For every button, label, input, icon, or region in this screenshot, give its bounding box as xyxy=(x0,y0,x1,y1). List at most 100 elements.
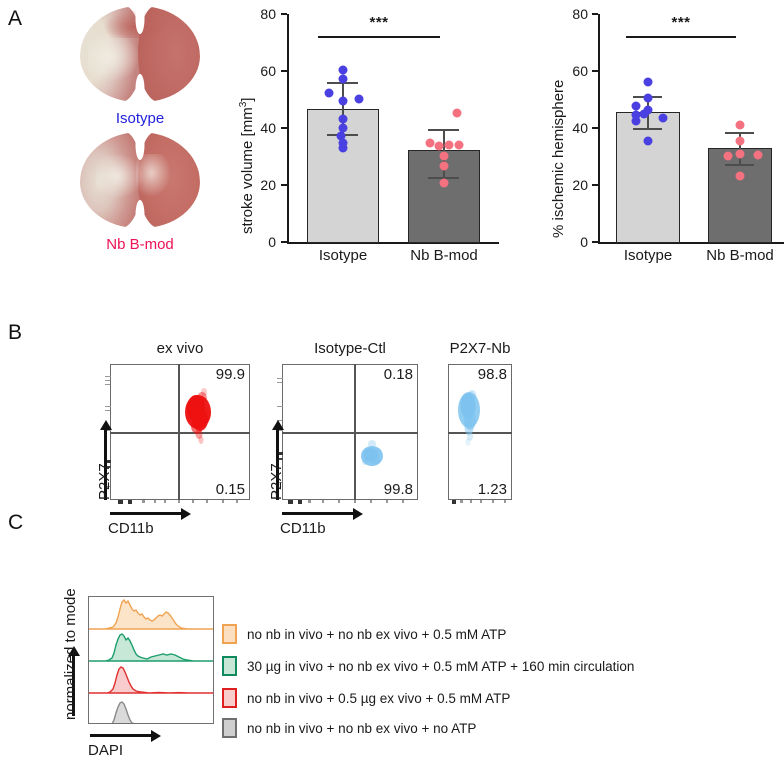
legend-swatch-orange xyxy=(222,624,237,644)
axis-minor-tick xyxy=(142,500,145,503)
axis-minor-tick xyxy=(128,500,132,504)
y-axis xyxy=(598,14,600,243)
data-point xyxy=(723,151,733,161)
data-point xyxy=(338,138,348,148)
error-bar-isotype xyxy=(342,82,344,135)
flow-ylabel-p2x7-1: P2X7 xyxy=(96,463,113,500)
legend-label: 30 µg in vivo + no nb ex vivo + 0.5 mM A… xyxy=(247,658,635,674)
ytick-60 xyxy=(281,70,287,72)
nb-bmod-brain-image xyxy=(80,132,200,228)
axis-minor-tick xyxy=(105,406,111,407)
data-point xyxy=(338,114,348,124)
axis-minor-tick xyxy=(276,452,283,455)
data-point xyxy=(439,161,449,171)
x-axis xyxy=(598,242,784,244)
ytick-label-80: 80 xyxy=(572,6,588,22)
dapi-histogram xyxy=(88,596,214,724)
axis-minor-tick xyxy=(452,500,456,504)
quadrant-label-upper-right: 0.18 xyxy=(383,366,413,383)
axis-minor-tick xyxy=(370,500,372,503)
histogram-xlabel: DAPI xyxy=(88,742,124,759)
normalized-axis-arrow xyxy=(67,646,80,716)
error-cap-nb-lower xyxy=(725,164,754,166)
data-point xyxy=(454,140,464,150)
flow-isotype-ctl-title: Isotype-Ctl xyxy=(314,340,386,357)
axis-minor-tick xyxy=(460,500,463,503)
flow-isotype-ctl-population xyxy=(361,440,383,466)
nb-bmod-brain-label: Nb B-mod xyxy=(106,236,174,253)
data-point xyxy=(643,93,653,103)
ischemic-ylabel: % ischemic hemisphere xyxy=(550,79,567,238)
data-point xyxy=(324,88,334,98)
xtick-label-isotype: Isotype xyxy=(623,247,673,264)
axis-minor-tick xyxy=(105,486,110,487)
axis-minor-tick xyxy=(354,500,356,503)
panel-label-b: B xyxy=(8,321,23,344)
data-point xyxy=(444,140,454,150)
p2x7-axis-arrow-1 xyxy=(99,420,112,500)
xtick-label-nb-bmod: Nb B-mod xyxy=(410,247,478,264)
ytick-label-60: 60 xyxy=(260,63,276,79)
stroke-volume-ylabel: stroke volume [mm3] xyxy=(238,98,256,234)
axis-minor-tick xyxy=(192,500,194,503)
isotype-brain-image xyxy=(80,6,200,102)
axis-minor-tick xyxy=(288,500,293,504)
data-point xyxy=(735,149,745,159)
data-point xyxy=(735,136,745,146)
ytick-80 xyxy=(281,13,287,15)
ytick-label-20: 20 xyxy=(572,177,588,193)
axis-minor-tick xyxy=(164,500,166,503)
ytick-label-0: 0 xyxy=(580,234,588,250)
data-point xyxy=(643,77,653,87)
axis-minor-tick xyxy=(154,500,156,503)
axis-minor-tick xyxy=(402,500,404,503)
quadrant-label-upper-right: 98.8 xyxy=(477,366,507,383)
data-point xyxy=(631,116,641,126)
error-bar-nb-bmod xyxy=(739,132,741,164)
legend-item: no nb in vivo + no nb ex vivo + 0.5 mM A… xyxy=(222,624,506,644)
flow-isotype-ctl: Isotype-Ctl 0.18 99.8 xyxy=(276,340,418,504)
data-point xyxy=(354,94,364,104)
significance-line xyxy=(626,36,736,38)
legend-label: no nb in vivo + no nb ex vivo + no ATP xyxy=(247,720,477,736)
gate-line-horizontal xyxy=(110,432,250,434)
panel-label-a: A xyxy=(8,7,23,30)
axis-minor-tick xyxy=(322,500,324,503)
ytick-40 xyxy=(281,127,287,129)
legend-swatch-green xyxy=(222,656,237,676)
data-point xyxy=(338,96,348,106)
data-point xyxy=(439,151,449,161)
gate-line-horizontal xyxy=(448,432,512,434)
legend-label: no nb in vivo + no nb ex vivo + 0.5 mM A… xyxy=(247,626,507,642)
flow-p2x7-nb: P2X7-Nb 98.8 1.23 xyxy=(448,340,512,504)
axis-minor-tick xyxy=(178,500,180,503)
flow-p2x7-nb-title: P2X7-Nb xyxy=(449,340,511,357)
axis-minor-tick xyxy=(105,410,110,411)
axis-minor-tick xyxy=(504,500,506,503)
axis-minor-tick xyxy=(118,500,123,504)
flow-ylabel-p2x7-2: P2X7 xyxy=(268,463,285,500)
isotype-brain-label: Isotype xyxy=(115,110,165,127)
error-cap-nb-upper xyxy=(428,129,459,131)
axis-minor-tick xyxy=(236,500,238,503)
gate-line-horizontal xyxy=(282,432,418,434)
dapi-axis-arrow xyxy=(90,729,161,742)
axis-minor-tick xyxy=(105,466,111,468)
axis-minor-tick xyxy=(277,406,283,407)
ytick-label-40: 40 xyxy=(572,120,588,136)
xtick-label-isotype: Isotype xyxy=(318,247,368,264)
ytick-20 xyxy=(592,184,598,186)
data-point xyxy=(338,123,348,133)
bar-nb-bmod xyxy=(708,148,772,243)
ytick-label-20: 20 xyxy=(260,177,276,193)
bar-isotype xyxy=(616,112,680,243)
significance-line xyxy=(318,36,440,38)
significance-stars: *** xyxy=(369,14,389,31)
ytick-label-80: 80 xyxy=(260,6,276,22)
ischemic-hemisphere-chart: % ischemic hemisphere 80 60 40 20 0 *** … xyxy=(528,6,784,268)
p2x7-axis-arrow-2 xyxy=(271,420,284,500)
axis-minor-tick xyxy=(277,382,282,383)
data-point xyxy=(639,109,649,119)
ylabel-tail: ] xyxy=(239,97,256,102)
cd11b-axis-arrow-2 xyxy=(282,507,363,520)
